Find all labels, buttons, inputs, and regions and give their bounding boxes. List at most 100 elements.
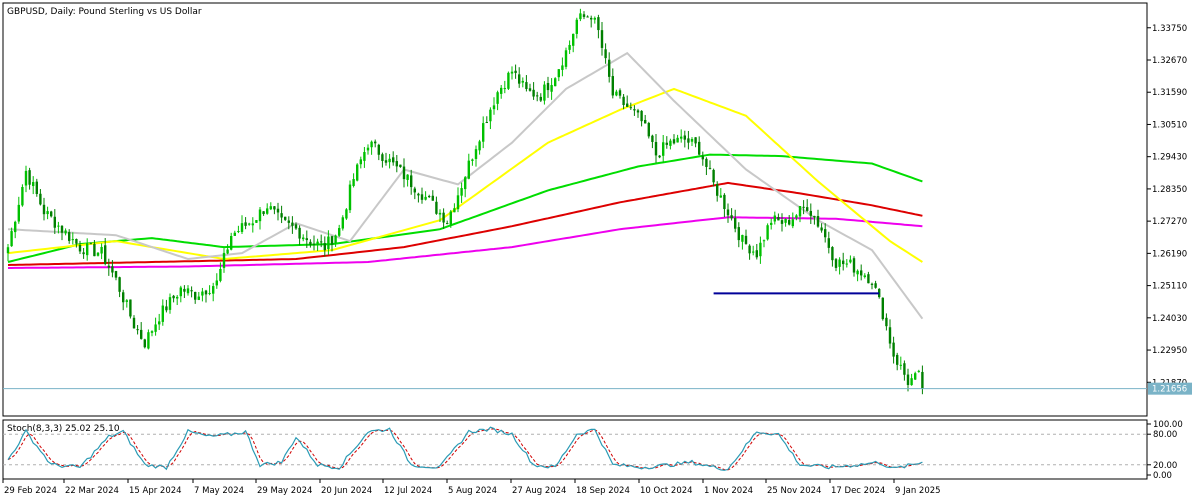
candle-body xyxy=(557,69,560,78)
candle-body xyxy=(629,107,632,109)
price-tick-label: 1.24030 xyxy=(1152,314,1187,324)
candle-body xyxy=(748,245,751,254)
candle-body xyxy=(622,96,625,105)
candle-body xyxy=(42,204,46,215)
candle-body xyxy=(266,208,269,214)
candle-body xyxy=(604,49,607,59)
candle-body xyxy=(395,161,398,167)
candle-body xyxy=(856,270,859,275)
candle-body xyxy=(93,243,96,257)
candle-body xyxy=(215,280,218,286)
candle-body xyxy=(348,184,352,211)
candle-body xyxy=(521,80,524,83)
candle-body xyxy=(564,50,568,67)
candle-body xyxy=(222,252,226,268)
date-tick-label: 15 Apr 2024 xyxy=(129,486,182,496)
candle-body xyxy=(456,195,460,210)
candle-body xyxy=(276,208,280,213)
candle-body xyxy=(240,223,244,232)
date-tick-label: 17 Dec 2024 xyxy=(831,486,885,496)
candle-body xyxy=(420,194,424,200)
candle-body xyxy=(28,170,31,185)
candle-body xyxy=(734,218,737,229)
candle-body xyxy=(251,223,254,226)
candle-body xyxy=(687,138,690,143)
stoch-label: Stoch(8,3,3) 25.02 25.10 xyxy=(7,424,120,434)
candle-body xyxy=(363,152,366,161)
candle-body xyxy=(802,206,805,208)
candle-body xyxy=(870,283,874,285)
date-tick-label: 29 May 2024 xyxy=(257,486,312,496)
candle-body xyxy=(165,306,168,311)
candle-body xyxy=(39,193,42,205)
candle-body xyxy=(816,215,820,227)
price-tick-label: 1.28350 xyxy=(1152,185,1187,195)
candle-body xyxy=(791,219,794,227)
price-tick-label: 1.30510 xyxy=(1152,120,1187,130)
candle-body xyxy=(273,206,276,210)
candle-body xyxy=(888,327,892,344)
candle-body xyxy=(863,275,866,277)
candle-body xyxy=(78,244,82,252)
candle-body xyxy=(903,363,906,375)
candle-body xyxy=(597,17,600,31)
price-tick-label: 1.22950 xyxy=(1152,346,1187,356)
price-axis: 1.33750 1.32670 1.31590 1.30510 1.29430 1.283… xyxy=(1147,24,1192,395)
candle-body xyxy=(53,216,56,228)
candle-body xyxy=(75,238,78,244)
candle-body xyxy=(197,296,200,300)
candle-body xyxy=(600,30,604,48)
price-tick-label: 1.32670 xyxy=(1152,56,1187,66)
candle-body xyxy=(881,297,884,320)
candle-body xyxy=(658,155,661,158)
candle-body xyxy=(712,169,715,183)
candle-body xyxy=(766,225,769,240)
overlays xyxy=(3,292,1147,390)
candle-body xyxy=(341,217,344,229)
candle-body xyxy=(827,238,830,248)
candle-body xyxy=(284,216,287,220)
candle-body xyxy=(114,271,118,278)
candle-body xyxy=(122,292,125,303)
candle-body xyxy=(842,260,845,265)
candle-body xyxy=(449,211,452,225)
candle-body xyxy=(68,232,71,241)
price-tick-label: 1.25110 xyxy=(1152,282,1187,292)
candle-body xyxy=(21,186,24,206)
candle-body xyxy=(845,263,848,265)
candle-body xyxy=(694,137,697,144)
candle-body xyxy=(6,247,10,254)
candle-body xyxy=(615,91,618,96)
candle-body xyxy=(10,231,13,247)
date-tick-label: 18 Sep 2024 xyxy=(576,486,630,496)
date-tick-label: 9 Jan 2025 xyxy=(895,486,941,496)
candle-body xyxy=(489,109,492,122)
candle-body xyxy=(662,142,665,156)
candle-body xyxy=(611,76,614,96)
candle-body xyxy=(330,236,334,245)
stoch-tick-label: 100.00 xyxy=(1153,420,1183,430)
candle-body xyxy=(147,332,150,349)
candle-body xyxy=(280,213,283,218)
candle-body xyxy=(186,288,190,294)
candle-body xyxy=(179,287,182,297)
candle-body xyxy=(176,296,179,299)
candle-body xyxy=(118,277,121,292)
candle-body xyxy=(406,174,409,180)
ma-magenta-line xyxy=(8,216,923,269)
candle-body xyxy=(298,227,301,239)
candle-body xyxy=(258,209,262,222)
candle-body xyxy=(125,300,128,302)
candle-body xyxy=(35,181,38,194)
ma-green-line xyxy=(7,153,923,263)
candle-body xyxy=(435,201,438,214)
candle-body xyxy=(654,141,658,156)
current-price-label: 1.21656 xyxy=(1152,385,1187,395)
candle-body xyxy=(590,17,593,20)
candle-body xyxy=(111,266,114,273)
candle-body xyxy=(478,141,481,151)
candle-body xyxy=(431,195,434,201)
date-tick-label: 5 Aug 2024 xyxy=(448,486,497,496)
price-tick-label: 1.31590 xyxy=(1152,88,1187,98)
